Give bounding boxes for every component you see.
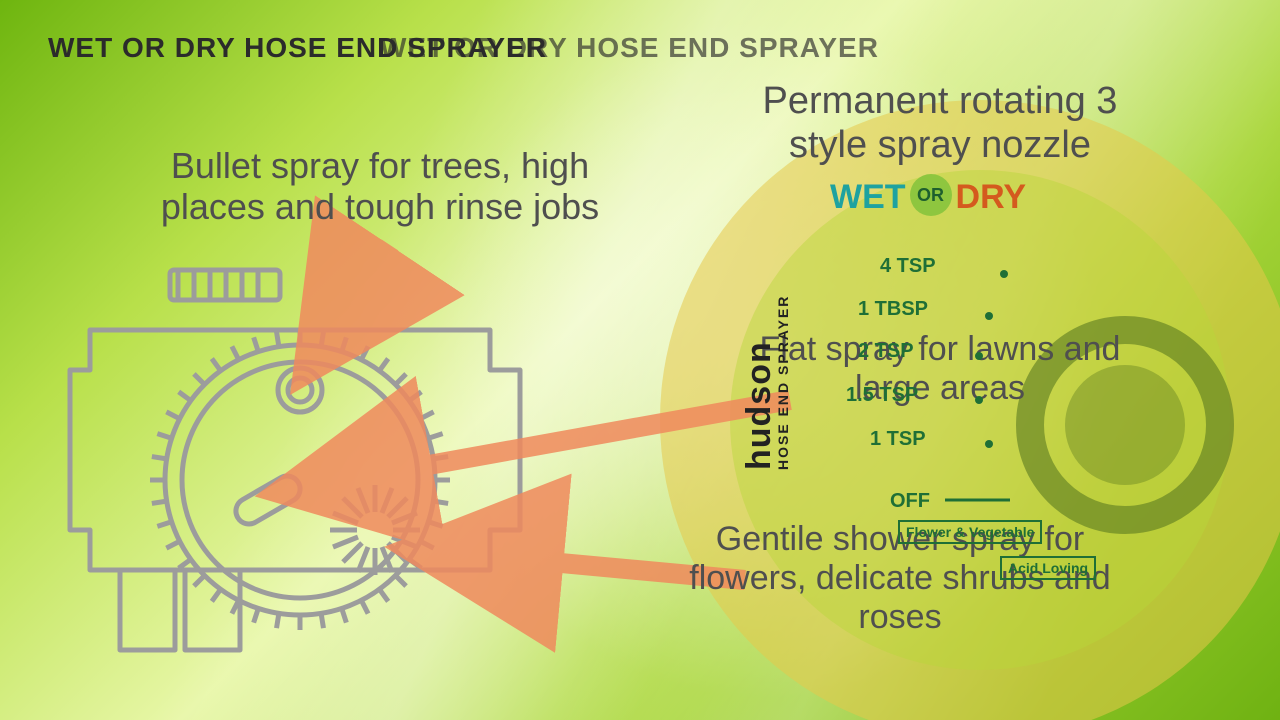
hudson-line1: hudson (740, 341, 778, 470)
hudson-brand: hudson HOSE END SPRAYER (740, 295, 791, 470)
dial-tick-label: 1 TSP (870, 428, 926, 451)
dial-tick-label: 4 TSP (880, 255, 936, 278)
slide: { "titles": { "left": "WET OR DRY HOSE E… (0, 0, 1280, 720)
logo-wet: WET (830, 178, 906, 216)
wet-or-dry-logo: WETORDRY (830, 178, 1026, 220)
dial-tick-dot (985, 312, 993, 320)
callout-bullet: Bullet spray for trees, highplaces and t… (130, 145, 630, 228)
dial-tick-dot (985, 440, 993, 448)
hudson-line2: HOSE END SPRAYER (775, 295, 791, 470)
logo-dry: DRY (956, 178, 1027, 216)
dial-tick-label: 1.5 TSP (846, 384, 918, 407)
dial-tick-dot (1000, 270, 1008, 278)
logo-or-icon: OR (910, 174, 952, 216)
dial-preset-box: Flower & Vegetable (898, 520, 1042, 544)
dial-tick-dot (975, 352, 983, 360)
dial-preset-box: Acid Loving (1000, 556, 1096, 580)
dial-off-label: OFF (890, 490, 930, 513)
dial-tick-label: 2 TSP (858, 340, 914, 363)
dial-tick-dot (975, 396, 983, 404)
dial-tick-label: 1 TBSP (858, 298, 928, 321)
callout-nozzle: Permanent rotating 3style spray nozzle (680, 80, 1200, 167)
